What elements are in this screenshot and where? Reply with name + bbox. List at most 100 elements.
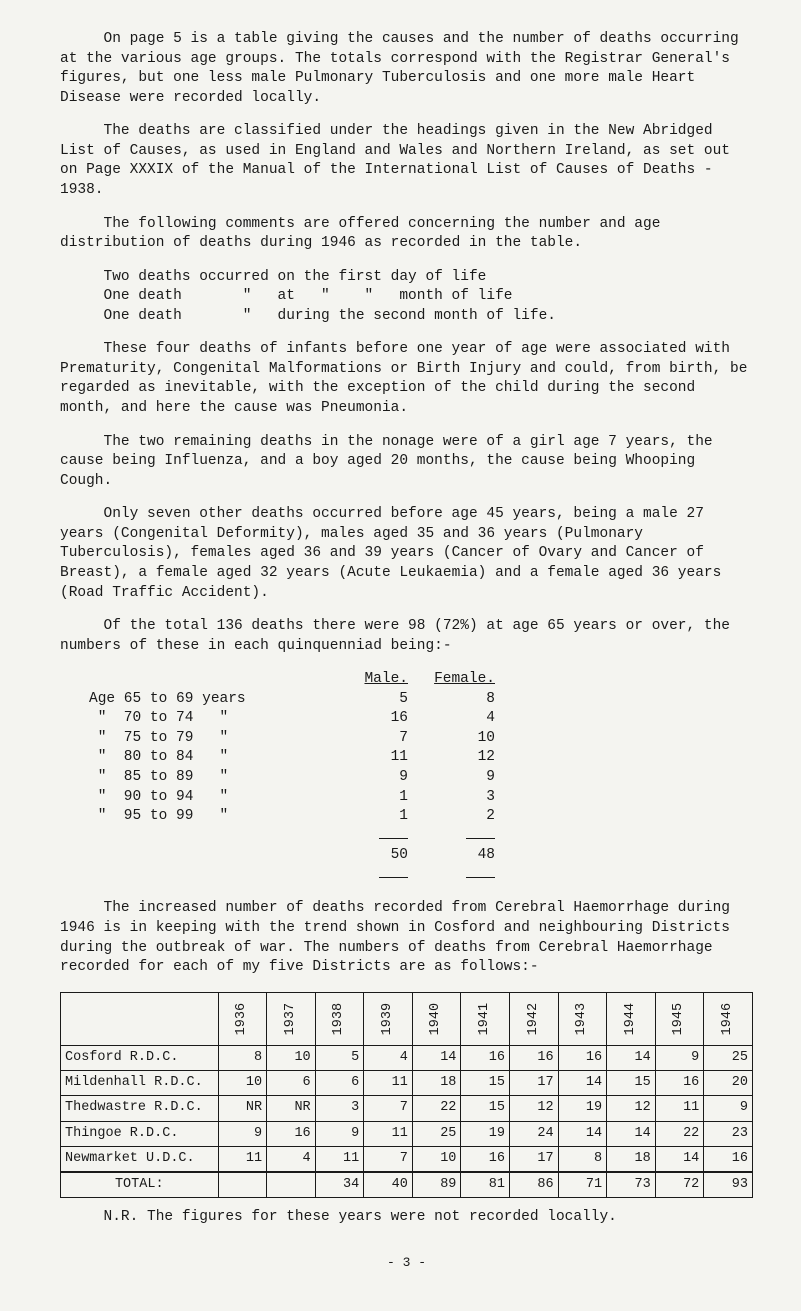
age-female: 4 bbox=[408, 709, 495, 729]
blank-header bbox=[61, 992, 219, 1045]
value-cell: 17 bbox=[509, 1146, 558, 1172]
age-male: 11 bbox=[321, 748, 408, 768]
value-cell: 16 bbox=[267, 1121, 316, 1146]
value-cell: 18 bbox=[412, 1071, 461, 1096]
value-cell: 20 bbox=[704, 1071, 753, 1096]
value-cell: NR bbox=[218, 1096, 267, 1121]
age-row: " 95 to 99 "12 bbox=[89, 807, 753, 827]
value-cell: 14 bbox=[607, 1045, 656, 1070]
age-total-male: 50 bbox=[321, 846, 408, 866]
age-table: Male. Female. Age 65 to 69 years58 " 70 … bbox=[60, 670, 753, 885]
year-header: 1941 bbox=[461, 992, 510, 1045]
total-cell bbox=[267, 1172, 316, 1198]
year-header: 1936 bbox=[218, 992, 267, 1045]
value-cell: 14 bbox=[558, 1121, 607, 1146]
table-row: Cosford R.D.C.810541416161614925 bbox=[61, 1045, 753, 1070]
value-cell: 4 bbox=[267, 1146, 316, 1172]
age-female: 3 bbox=[408, 788, 495, 808]
value-cell: 11 bbox=[218, 1146, 267, 1172]
district-name: Newmarket U.D.C. bbox=[61, 1146, 219, 1172]
total-cell: 72 bbox=[655, 1172, 704, 1198]
total-label: TOTAL: bbox=[61, 1172, 219, 1198]
total-cell: 93 bbox=[704, 1172, 753, 1198]
year-header: 1937 bbox=[267, 992, 316, 1045]
age-row: " 90 to 94 "13 bbox=[89, 788, 753, 808]
value-cell: NR bbox=[267, 1096, 316, 1121]
age-label: " 75 to 79 " bbox=[89, 729, 321, 749]
table-row: Thedwastre R.D.C.NRNR372215121912119 bbox=[61, 1096, 753, 1121]
value-cell: 8 bbox=[218, 1045, 267, 1070]
paragraph: The following comments are offered conce… bbox=[60, 215, 753, 254]
age-total-female: 48 bbox=[408, 846, 495, 866]
value-cell: 11 bbox=[315, 1146, 364, 1172]
value-cell: 19 bbox=[461, 1121, 510, 1146]
value-cell: 3 bbox=[315, 1096, 364, 1121]
value-cell: 12 bbox=[509, 1096, 558, 1121]
year-header: 1944 bbox=[607, 992, 656, 1045]
value-cell: 22 bbox=[412, 1096, 461, 1121]
district-name: Thedwastre R.D.C. bbox=[61, 1096, 219, 1121]
age-label: " 80 to 84 " bbox=[89, 748, 321, 768]
age-female: 9 bbox=[408, 768, 495, 788]
female-heading: Female. bbox=[408, 670, 495, 690]
year-header: 1943 bbox=[558, 992, 607, 1045]
age-male: 1 bbox=[321, 807, 408, 827]
blank bbox=[89, 846, 321, 866]
line: One death " at " " month of life bbox=[104, 287, 754, 307]
value-cell: 9 bbox=[704, 1096, 753, 1121]
total-cell: 89 bbox=[412, 1172, 461, 1198]
age-female: 2 bbox=[408, 807, 495, 827]
district-name: Cosford R.D.C. bbox=[61, 1045, 219, 1070]
total-cell bbox=[218, 1172, 267, 1198]
age-row: Age 65 to 69 years58 bbox=[89, 690, 753, 710]
table-row: Mildenhall R.D.C.10661118151714151620 bbox=[61, 1071, 753, 1096]
value-cell: 14 bbox=[655, 1146, 704, 1172]
value-cell: 24 bbox=[509, 1121, 558, 1146]
value-cell: 12 bbox=[607, 1096, 656, 1121]
districts-table: 1936193719381939194019411942194319441945… bbox=[60, 992, 753, 1199]
line: Two deaths occurred on the first day of … bbox=[104, 268, 754, 288]
table-row: Newmarket U.D.C.1141171016178181416 bbox=[61, 1146, 753, 1172]
table-footnote: N.R. The figures for these years were no… bbox=[60, 1208, 753, 1228]
year-header: 1942 bbox=[509, 992, 558, 1045]
value-cell: 18 bbox=[607, 1146, 656, 1172]
total-cell: 73 bbox=[607, 1172, 656, 1198]
value-cell: 15 bbox=[461, 1071, 510, 1096]
year-header: 1946 bbox=[704, 992, 753, 1045]
age-label: " 85 to 89 " bbox=[89, 768, 321, 788]
total-cell: 86 bbox=[509, 1172, 558, 1198]
value-cell: 15 bbox=[461, 1096, 510, 1121]
value-cell: 11 bbox=[655, 1096, 704, 1121]
paragraph: These four deaths of infants before one … bbox=[60, 340, 753, 418]
age-row: " 70 to 74 "164 bbox=[89, 709, 753, 729]
age-label: " 70 to 74 " bbox=[89, 709, 321, 729]
table-row: Thingoe R.D.C.91691125192414142223 bbox=[61, 1121, 753, 1146]
district-name: Thingoe R.D.C. bbox=[61, 1121, 219, 1146]
total-cell: 81 bbox=[461, 1172, 510, 1198]
total-cell: 34 bbox=[315, 1172, 364, 1198]
value-cell: 9 bbox=[655, 1045, 704, 1070]
value-cell: 16 bbox=[704, 1146, 753, 1172]
value-cell: 17 bbox=[509, 1071, 558, 1096]
value-cell: 25 bbox=[704, 1045, 753, 1070]
paragraph: The two remaining deaths in the nonage w… bbox=[60, 433, 753, 492]
value-cell: 16 bbox=[509, 1045, 558, 1070]
paragraph: The deaths are classified under the head… bbox=[60, 122, 753, 200]
age-female: 10 bbox=[408, 729, 495, 749]
paragraph: Of the total 136 deaths there were 98 (7… bbox=[60, 617, 753, 656]
age-male: 16 bbox=[321, 709, 408, 729]
value-cell: 14 bbox=[412, 1045, 461, 1070]
age-male: 9 bbox=[321, 768, 408, 788]
value-cell: 10 bbox=[267, 1045, 316, 1070]
value-cell: 16 bbox=[655, 1071, 704, 1096]
page-number: - 3 - bbox=[60, 1254, 753, 1272]
value-cell: 14 bbox=[558, 1071, 607, 1096]
total-cell: 71 bbox=[558, 1172, 607, 1198]
value-cell: 10 bbox=[218, 1071, 267, 1096]
age-male: 1 bbox=[321, 788, 408, 808]
blank bbox=[89, 670, 321, 690]
value-cell: 22 bbox=[655, 1121, 704, 1146]
age-female: 12 bbox=[408, 748, 495, 768]
value-cell: 11 bbox=[364, 1071, 413, 1096]
line: One death " during the second month of l… bbox=[104, 307, 754, 327]
